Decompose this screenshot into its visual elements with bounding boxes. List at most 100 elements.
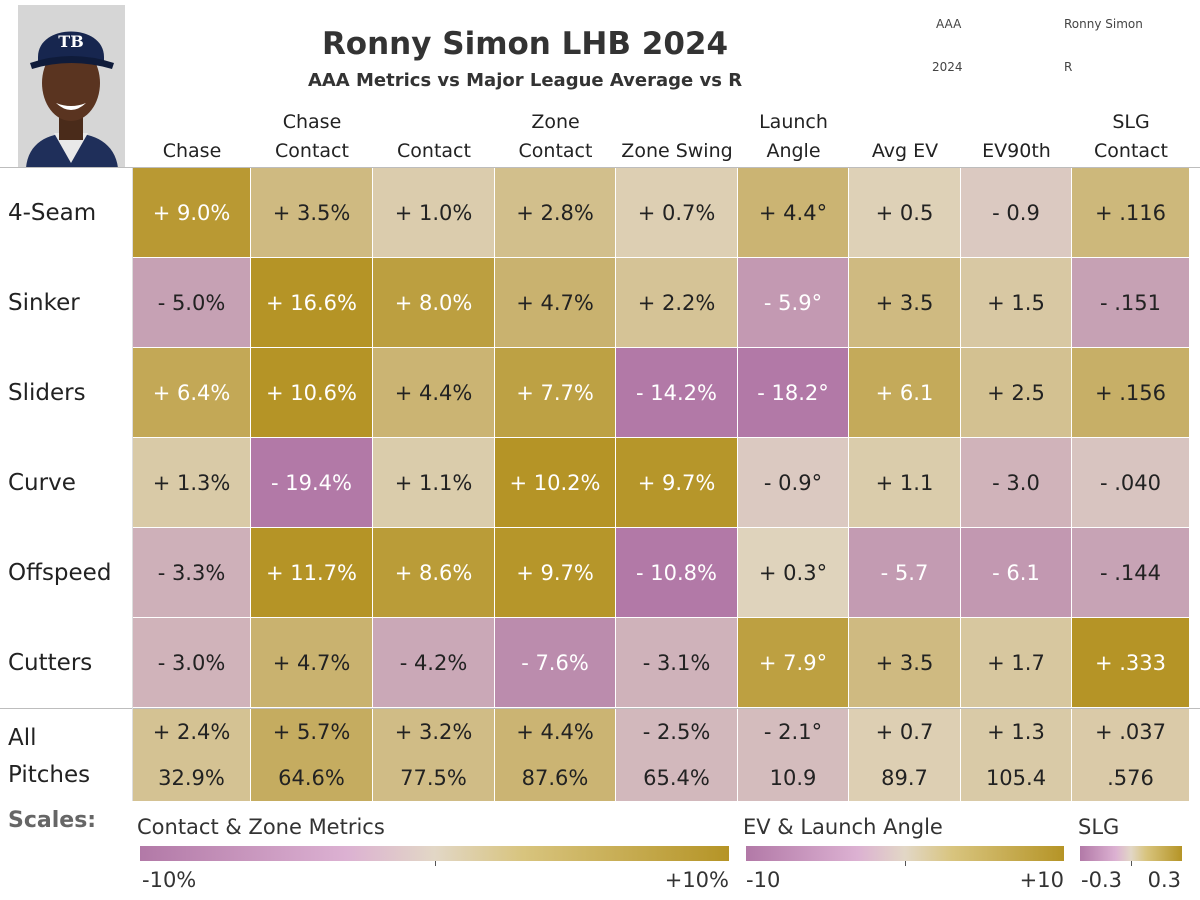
all-pitches-diff: + 4.4% — [516, 720, 594, 744]
heatmap-cell: + 2.8% — [495, 168, 616, 258]
scale-title: SLG — [1078, 815, 1120, 839]
row-label: Sinker — [8, 290, 80, 316]
player-headshot-icon: TB — [18, 5, 125, 168]
heatmap-cell: + 6.4% — [133, 348, 251, 438]
heatmap-cell: + 1.3% — [133, 438, 251, 528]
heatmap-cell: + 3.5% — [251, 168, 373, 258]
all-pitches-total: 77.5% — [400, 766, 467, 790]
heatmap-cell: - 19.4% — [251, 438, 373, 528]
column-header-line: Contact — [518, 140, 593, 162]
row-label: Curve — [8, 470, 76, 496]
meta-player: Ronny Simon — [1064, 17, 1143, 31]
all-pitches-diff: + .037 — [1094, 720, 1167, 744]
meta-level: AAA — [936, 17, 962, 31]
heatmap-cell: - 6.1 — [961, 528, 1072, 618]
scale-min-label: -0.3 — [1081, 868, 1122, 892]
heatmap-cell: + 1.7 — [961, 618, 1072, 708]
heatmap-cell: - 3.1% — [616, 618, 738, 708]
scales-title: Scales: — [8, 808, 97, 833]
heatmap-cell: + 10.2% — [495, 438, 616, 528]
grid-line — [132, 168, 133, 801]
column-header: Zone Contact — [495, 108, 616, 166]
heatmap-cell: + 6.1 — [849, 348, 961, 438]
column-header-line: Avg EV — [871, 140, 939, 162]
heatmap-cell: + .156 — [1072, 348, 1190, 438]
heatmap-cell: - .040 — [1072, 438, 1190, 528]
all-pitches-cell: + 3.2% 77.5% — [373, 709, 495, 801]
all-pitches-cell: + 4.4% 87.6% — [495, 709, 616, 801]
heatmap-cell: + 7.9° — [738, 618, 849, 708]
heatmap-cell: + 4.4° — [738, 168, 849, 258]
heatmap-cell: - 0.9 — [961, 168, 1072, 258]
all-pitches-diff: - 2.1° — [763, 720, 823, 744]
all-pitches-cell: - 2.1° 10.9 — [738, 709, 849, 801]
heatmap-cell: + 1.1% — [373, 438, 495, 528]
heatmap-cell: + 3.5 — [849, 258, 961, 348]
all-pitches-diff: + 2.4% — [152, 720, 231, 744]
all-pitches-cell: + 1.3 105.4 — [961, 709, 1072, 801]
player-headshot: TB — [18, 5, 125, 168]
heatmap-cell: + 8.0% — [373, 258, 495, 348]
heatmap-cell: - 3.3% — [133, 528, 251, 618]
column-header: SLG Contact — [1072, 108, 1190, 166]
all-pitches-total: 10.9 — [769, 766, 817, 790]
scale-max-label: +10 — [1019, 868, 1064, 892]
heatmap-cell: - 5.0% — [133, 258, 251, 348]
heatmap-cell: - .144 — [1072, 528, 1190, 618]
all-pitches-diff: + 3.2% — [394, 720, 473, 744]
all-pitches-diff: + 1.3 — [987, 720, 1045, 744]
all-pitches-label-line: Pitches — [8, 762, 91, 788]
heatmap-cell: + 2.2% — [616, 258, 738, 348]
scale-title: Contact & Zone Metrics — [137, 815, 385, 839]
heatmap-cell: + 1.0% — [373, 168, 495, 258]
heatmap-cell: + 11.7% — [251, 528, 373, 618]
column-header: Avg EV — [849, 108, 961, 166]
scale-gradient-bar — [1080, 846, 1182, 861]
chart-title: Ronny Simon LHB 2024 — [321, 26, 729, 62]
heatmap-cell: + 10.6% — [251, 348, 373, 438]
heatmap-cell: + 16.6% — [251, 258, 373, 348]
row-label: Sliders — [8, 380, 86, 406]
scale-max-label: +10% — [664, 868, 729, 892]
scale-min-label: -10% — [142, 868, 197, 892]
heatmap-cell: - .151 — [1072, 258, 1190, 348]
all-pitches-cell: + 2.4% 32.9% — [133, 709, 251, 801]
row-label: Cutters — [8, 650, 93, 676]
heatmap-cell: - 10.8% — [616, 528, 738, 618]
heatmap-cell: + 3.5 — [849, 618, 961, 708]
heatmap-cell: + 4.4% — [373, 348, 495, 438]
heatmap-cell: + 0.7% — [616, 168, 738, 258]
heatmap-cell: + 9.7% — [616, 438, 738, 528]
all-pitches-diff: + 5.7% — [272, 720, 351, 744]
grid-line — [0, 708, 1200, 709]
all-pitches-total: 87.6% — [521, 766, 589, 790]
meta-year: 2024 — [932, 60, 963, 74]
column-header-line: Contact — [397, 140, 471, 162]
heatmap-cell: + .116 — [1072, 168, 1190, 258]
heatmap-cell: - 5.9° — [738, 258, 849, 348]
heatmap-cell: + 9.7% — [495, 528, 616, 618]
heatmap-cell: + 1.1 — [849, 438, 961, 528]
all-pitches-cell: + 5.7% 64.6% — [251, 709, 373, 801]
heatmap-cell: + 0.3° — [738, 528, 849, 618]
scale-min-label: -10 — [746, 868, 781, 892]
all-pitches-label: All Pitches — [8, 720, 90, 794]
all-pitches-diff: + 0.7 — [875, 720, 934, 744]
scale-midpoint-tick — [905, 861, 906, 866]
heatmap-cell: + 4.7% — [251, 618, 373, 708]
scale-max-label: 0.3 — [1147, 868, 1181, 892]
row-label: 4-Seam — [8, 200, 97, 226]
all-pitches-total: .576 — [1107, 766, 1154, 790]
all-pitches-total: 64.6% — [278, 766, 345, 790]
scale-midpoint-tick — [1131, 861, 1132, 866]
all-pitches-total: 105.4 — [985, 766, 1047, 790]
heatmap-cell: + 9.0% — [133, 168, 251, 258]
cap-logo-text: TB — [58, 32, 83, 51]
column-header-line: Contact — [1094, 140, 1168, 162]
grid-line — [0, 167, 1200, 168]
heatmap-cell: + 8.6% — [373, 528, 495, 618]
column-header: Zone Swing — [616, 108, 738, 166]
scale-gradient-bar — [140, 846, 729, 861]
all-pitches-cell: + 0.7 89.7 — [849, 709, 961, 801]
all-pitches-total: 32.9% — [158, 766, 225, 790]
